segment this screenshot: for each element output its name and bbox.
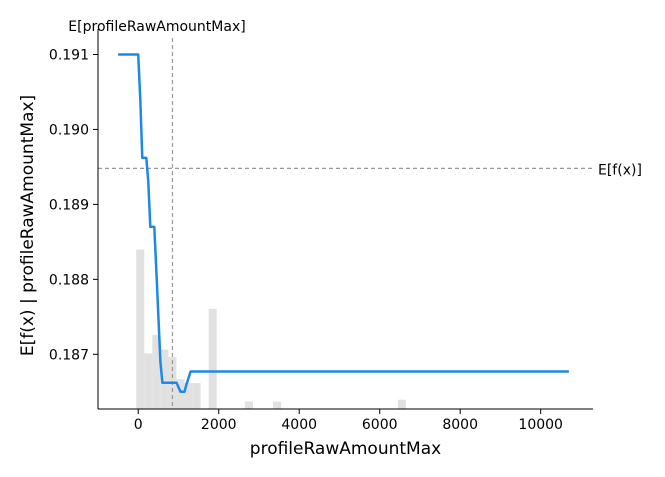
y-tick-label: 0.191 <box>49 47 89 63</box>
histogram-bar <box>192 383 201 409</box>
y-tick-label: 0.189 <box>49 197 89 213</box>
expected-feature-label: E[profileRawAmountMax] <box>68 19 245 35</box>
dependence-line-layer <box>118 53 569 394</box>
dependence-line <box>118 53 569 394</box>
x-tick-label: 8000 <box>442 417 478 433</box>
y-tick-label: 0.190 <box>49 122 89 138</box>
histogram-bar <box>184 383 193 409</box>
y-axis-label: E[f(x) | profileRawAmountMax] <box>18 95 38 356</box>
histogram-bar <box>397 399 406 409</box>
histogram-bar <box>208 308 217 409</box>
histogram-bar <box>136 249 145 409</box>
x-tick-label: 4000 <box>281 417 317 433</box>
x-tick-label: 6000 <box>362 417 398 433</box>
histogram-bar <box>273 401 282 409</box>
labels: profileRawAmountMax E[f(x) | profileRawA… <box>18 19 642 459</box>
histogram-bar <box>144 353 153 409</box>
x-tick-label: 2000 <box>201 417 237 433</box>
axes: 0 2000 4000 6000 8000 10000 0.187 0.188 0.189 0.1… <box>49 29 593 433</box>
histogram-bar <box>152 334 161 409</box>
reference-lines <box>98 38 593 409</box>
y-tick-label: 0.187 <box>49 347 89 363</box>
y-tick-label: 0.188 <box>49 272 89 288</box>
histogram-bar <box>244 401 253 409</box>
x-tick-label: 0 <box>134 417 143 433</box>
histogram-bar <box>160 349 169 409</box>
x-axis-label: profileRawAmountMax <box>250 439 441 459</box>
expected-value-label: E[f(x)] <box>598 162 642 178</box>
histogram-bar <box>176 379 185 409</box>
x-tick-label: 10000 <box>518 417 563 433</box>
